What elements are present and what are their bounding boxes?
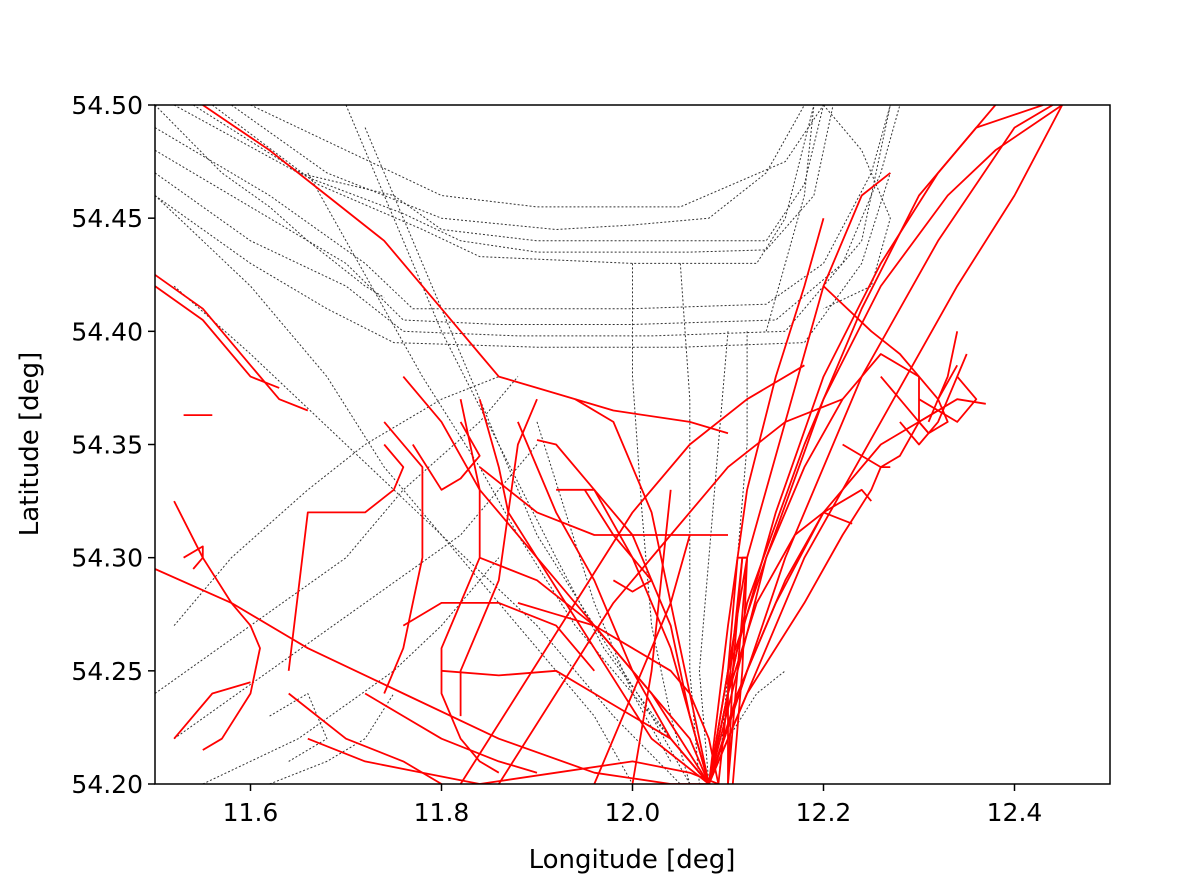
y-tick-label: 54.20 (71, 770, 143, 799)
red-track-line (717, 557, 744, 784)
red-track-line (479, 556, 710, 784)
y-axis: 54.20 54.25 54.30 54.35 54.40 54.45 54.50 (71, 91, 155, 799)
red-track-line (631, 489, 672, 784)
red-track-line (880, 376, 930, 434)
red-track-line (918, 376, 978, 423)
red-track-line (383, 421, 424, 694)
red-track-line (155, 285, 280, 389)
x-axis-label: Longitude [deg] (529, 845, 736, 875)
gray-track-line (823, 105, 891, 310)
gray-track-line (202, 557, 500, 784)
gray-track-line (155, 172, 891, 348)
gray-track-line (192, 105, 834, 253)
gray-track-line (536, 421, 672, 762)
red-track-line (173, 500, 261, 751)
plot-frame (154, 104, 1111, 785)
y-tick-label: 54.30 (71, 544, 143, 573)
red-track-line (412, 421, 481, 491)
red-track-line (517, 602, 720, 784)
gray-track-line (679, 263, 700, 784)
x-axis: 11.6 11.8 12.0 12.2 12.4 (223, 784, 1043, 827)
red-track-line (727, 556, 748, 784)
red-track-line (593, 534, 691, 784)
red-track-line (517, 421, 710, 784)
red-track-line (899, 353, 968, 446)
red-track-line (183, 545, 204, 570)
gray-track-line (173, 285, 681, 784)
red-track-line (708, 217, 825, 784)
x-tick-label: 12.2 (796, 798, 852, 827)
red-track-line (708, 105, 1063, 784)
y-tick-label: 54.40 (71, 317, 143, 346)
gray-track-line (269, 693, 328, 762)
x-tick-label: 12.4 (987, 798, 1043, 827)
red-track-line (927, 331, 959, 423)
red-track-line (708, 172, 891, 784)
red-track-line (708, 466, 891, 784)
gray-track-line (155, 105, 891, 310)
red-track-line (708, 105, 1044, 784)
gray-track-line (211, 105, 815, 264)
red-track-line (459, 364, 805, 784)
red-track-line (479, 466, 728, 536)
red-track-line (288, 692, 442, 784)
y-tick-label: 54.35 (71, 431, 143, 460)
red-track-line (441, 669, 710, 784)
red-track-line (459, 398, 510, 717)
gray-track-line (765, 105, 815, 332)
red-track-line (574, 398, 710, 784)
gray-track-line (250, 105, 824, 208)
y-axis-label: Latitude [deg] (15, 352, 45, 537)
red-track-line (307, 737, 719, 784)
x-tick-label: 11.8 (414, 798, 470, 827)
red-track-line (708, 105, 1063, 784)
red-track-line (842, 409, 939, 469)
gray-track-line (231, 105, 805, 230)
plot-area (155, 105, 1063, 784)
red-track-line (155, 274, 309, 412)
gray-track-line (269, 693, 395, 784)
gray-track-line (155, 105, 901, 325)
gray-track-line (155, 376, 519, 694)
x-tick-label: 11.6 (223, 798, 279, 827)
y-tick-label: 54.25 (71, 657, 143, 686)
red-track-line (287, 443, 405, 671)
y-tick-label: 54.50 (71, 91, 143, 120)
red-track-line (536, 439, 710, 784)
red-track-line (556, 488, 710, 784)
gray-track-line (155, 105, 891, 337)
y-tick-label: 54.45 (71, 204, 143, 233)
red-track-line (440, 399, 500, 774)
gray-track-line (173, 444, 538, 740)
red-track-line (402, 602, 595, 672)
red-track-line (202, 105, 729, 435)
gray-track-line (173, 105, 824, 242)
red-track-line (173, 681, 251, 740)
x-tick-label: 12.0 (605, 798, 661, 827)
red-track-line (822, 285, 920, 378)
red-track-line (708, 105, 1054, 784)
gray-track-line (155, 105, 385, 298)
